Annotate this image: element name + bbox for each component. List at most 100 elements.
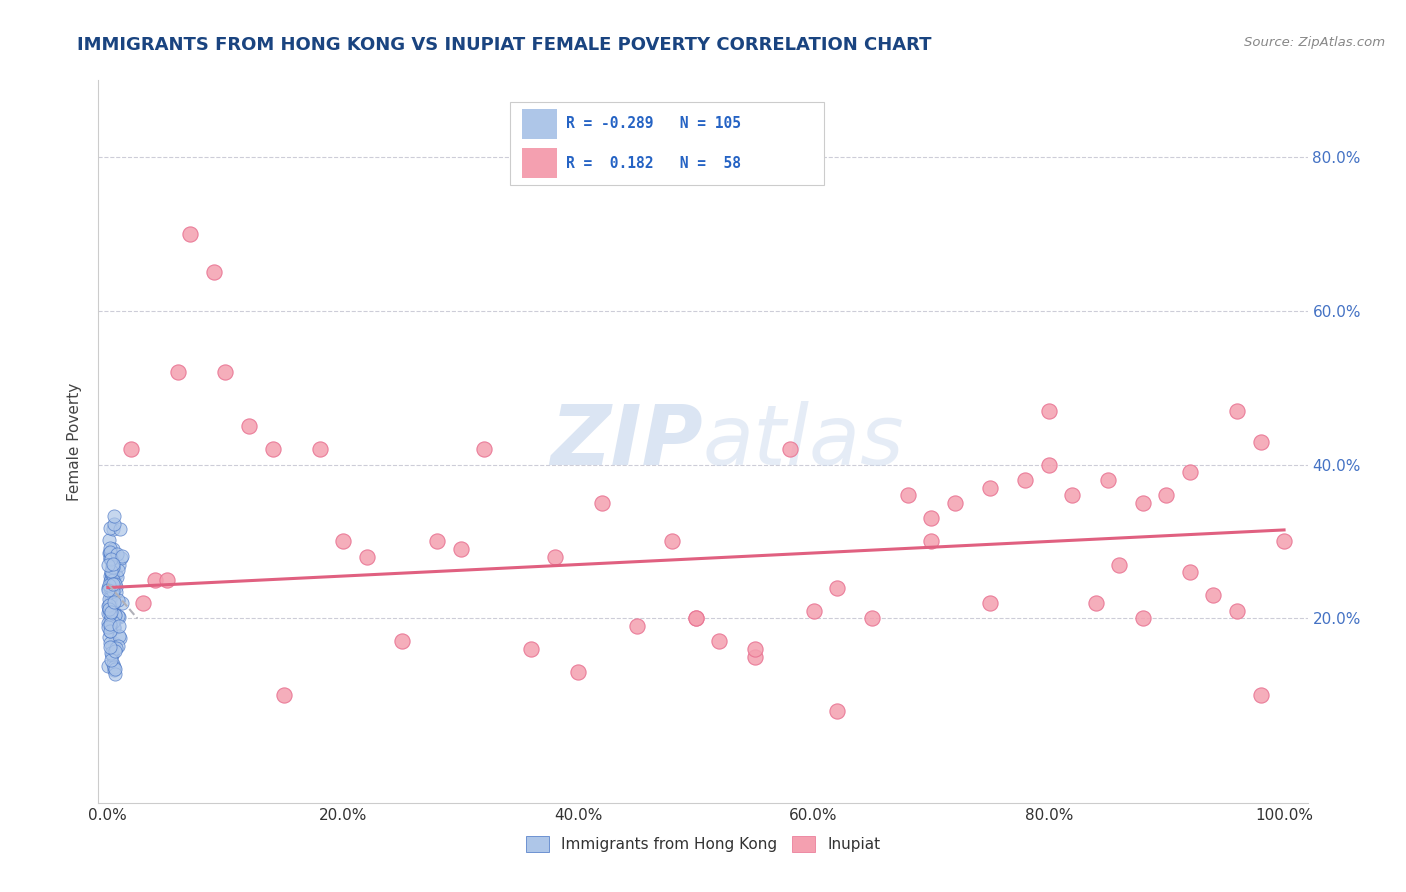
Point (101, 548, 124, 562)
Point (100, 544, 122, 558)
Point (100, 612, 122, 626)
Point (97, 658, 120, 673)
Point (107, 639, 129, 653)
Point (98, 617, 121, 632)
Point (100, 550, 122, 565)
Point (685, 611, 707, 625)
Point (98, 619, 121, 633)
Text: Source: ZipAtlas.com: Source: ZipAtlas.com (1244, 36, 1385, 49)
Point (591, 496, 613, 510)
Point (1014, 473, 1036, 487)
Point (100, 564, 122, 578)
Point (105, 570, 128, 584)
Point (1038, 404, 1060, 418)
Point (979, 596, 1001, 610)
Point (567, 665, 589, 680)
Point (1250, 434, 1272, 449)
Point (132, 596, 155, 610)
Point (98, 602, 121, 616)
Point (98, 533, 121, 548)
Point (108, 632, 131, 646)
Point (103, 620, 125, 634)
Point (100, 599, 122, 613)
Point (97, 620, 120, 634)
Point (626, 619, 648, 633)
Point (108, 610, 131, 624)
Point (103, 557, 125, 571)
Point (101, 561, 124, 575)
Point (100, 653, 122, 667)
Point (426, 534, 449, 549)
Point (98, 574, 121, 589)
Point (1226, 604, 1249, 618)
Point (101, 583, 124, 598)
Point (103, 574, 125, 588)
Point (110, 522, 132, 536)
Point (156, 573, 179, 587)
Point (98, 607, 121, 621)
Point (97, 615, 120, 630)
Point (472, 442, 495, 457)
Point (101, 648, 124, 662)
Point (1156, 488, 1178, 502)
Point (103, 667, 125, 681)
Point (98, 569, 121, 583)
Point (105, 580, 128, 594)
Point (709, 634, 731, 648)
Point (103, 508, 125, 523)
Point (979, 481, 1001, 495)
Point (98, 613, 121, 627)
Point (111, 549, 134, 564)
Point (103, 516, 125, 531)
Point (744, 642, 766, 657)
Point (101, 566, 124, 581)
Point (97, 606, 120, 620)
Point (100, 577, 122, 591)
Point (214, 365, 236, 379)
Point (101, 648, 124, 662)
Point (520, 642, 543, 657)
Point (97, 581, 120, 595)
Point (100, 603, 122, 617)
Point (101, 564, 124, 578)
Point (103, 615, 125, 629)
Point (111, 596, 134, 610)
Point (103, 659, 125, 673)
Point (103, 605, 125, 619)
Point (97, 598, 120, 612)
Point (104, 608, 127, 623)
Point (97, 578, 120, 592)
Point (107, 619, 129, 633)
Point (100, 573, 122, 587)
Point (103, 662, 125, 676)
Point (101, 574, 124, 588)
Point (685, 611, 707, 625)
Point (1178, 465, 1201, 479)
Point (1132, 496, 1154, 510)
Point (101, 588, 124, 602)
Point (98, 591, 121, 606)
Point (825, 581, 848, 595)
Point (1062, 488, 1084, 502)
Point (103, 560, 125, 574)
Point (179, 227, 201, 241)
Point (110, 551, 132, 566)
Point (1272, 534, 1295, 549)
Point (450, 542, 472, 557)
Point (661, 534, 683, 549)
Point (332, 534, 354, 549)
Point (98, 640, 121, 654)
Point (100, 605, 122, 619)
Point (1250, 688, 1272, 702)
Point (101, 541, 124, 556)
Point (100, 541, 122, 556)
Point (98, 581, 121, 595)
Point (167, 365, 190, 379)
Point (100, 566, 122, 580)
Point (108, 558, 131, 573)
Point (103, 595, 125, 609)
Point (104, 640, 127, 655)
Point (1038, 458, 1060, 472)
Point (103, 621, 125, 635)
Point (803, 604, 825, 618)
